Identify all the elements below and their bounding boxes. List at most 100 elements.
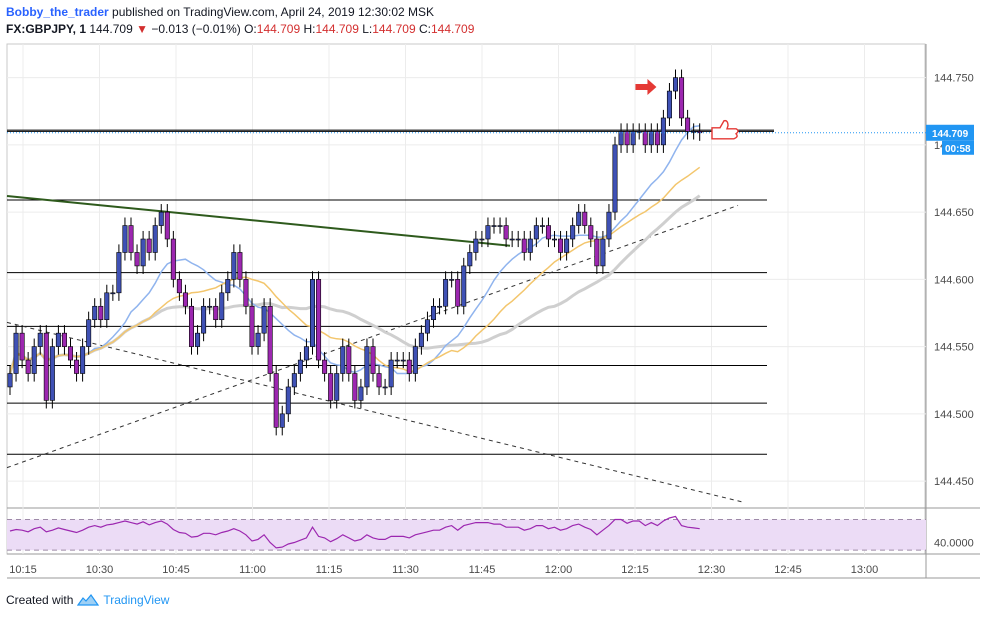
candle [388,351,394,396]
candle [146,230,152,261]
candle [545,217,551,248]
candle [92,298,98,328]
x-tick-label: 12:45 [774,564,802,576]
candle [255,325,261,355]
y-tick-label: 144.550 [934,342,974,354]
candle-body [146,238,152,253]
candle-body [19,332,25,361]
candle [612,136,618,221]
candle-body [533,225,539,240]
candle-body [455,279,461,307]
candle-body [74,359,80,374]
candle-body [213,305,219,321]
footer: Created with TradingView [6,593,169,607]
candle [509,230,515,248]
candle-body [291,373,297,388]
candle [618,123,624,153]
low-label: L: [362,22,373,36]
candle [582,204,588,234]
candle-body [13,332,19,374]
rsi-band [7,519,926,551]
candle [672,69,678,100]
candle [521,230,527,261]
candle-body [201,305,207,334]
candle-body [128,225,134,253]
candle-body [564,238,570,253]
candle-body [666,90,672,119]
open-value: 144.709 [256,22,301,36]
x-tick-label: 11:15 [316,564,343,576]
candle [685,109,691,140]
candle [285,378,291,422]
candle [116,244,122,301]
candle-body [31,346,37,374]
candle [588,217,594,248]
candle [303,338,309,369]
candle-body [521,238,527,253]
candle [182,284,188,315]
candle-body [189,305,195,347]
candle-body [630,131,636,146]
symbol-legend: FX:GBPJPY, 1 144.709 ▼ −0.013 (−0.01%) O… [6,21,474,37]
candle-body [195,332,201,347]
price-chart[interactable]: 144.750144.700144.650144.600144.550144.5… [0,0,988,590]
candle [606,204,612,248]
candle [412,338,418,382]
candle [140,230,146,274]
candle-body [176,279,182,294]
y-tick-label: 144.750 [934,73,974,85]
x-tick-label: 10:15 [9,564,37,576]
candle [291,365,297,396]
author-name[interactable]: Bobby_the_trader [6,5,109,19]
published-info: published on TradingView.com, April 24, … [112,5,435,19]
candle-body [61,332,67,347]
candle [467,244,473,274]
candle-body [80,346,86,374]
candle-body [316,279,322,361]
candle [491,217,497,234]
candle [261,298,267,342]
candle-body [491,225,497,227]
candle-body [679,77,685,119]
candle [551,230,557,248]
candle-body [164,211,170,240]
low-value: 144.709 [372,22,416,36]
candle-body [473,238,479,253]
candle-body [594,238,600,267]
candle [630,123,636,153]
candle-body [691,131,697,133]
candle-body [430,305,436,321]
candle-body [122,225,128,253]
trendline-dashed-down [6,321,746,504]
candle-body [249,305,255,347]
candle-body [358,386,364,401]
candle [43,325,49,409]
candle [533,217,539,248]
candle [207,298,213,315]
candle [394,351,400,369]
candle [219,284,225,328]
tradingview-brand[interactable]: TradingView [103,593,170,607]
candle [152,217,158,261]
candle-body [394,359,400,362]
change-value: −0.013 (−0.01%) [151,22,241,36]
candle-body [285,386,291,415]
candle [418,325,424,355]
candle [86,311,92,355]
x-tick-label: 11:45 [469,564,496,576]
candle [679,69,685,127]
rsi-line [9,515,700,549]
candle-body [303,346,309,361]
candle [636,123,642,140]
symbol-name[interactable]: FX:GBPJPY, 1 [6,22,87,36]
candle [352,365,358,409]
candle [660,109,666,153]
high-label: H: [303,22,316,36]
candle-body [92,305,98,321]
candle-body [152,225,158,253]
candle-body [485,225,491,240]
candle-body [515,238,521,241]
candle [249,298,255,355]
candle-body [461,265,467,307]
candle-body [86,319,92,347]
